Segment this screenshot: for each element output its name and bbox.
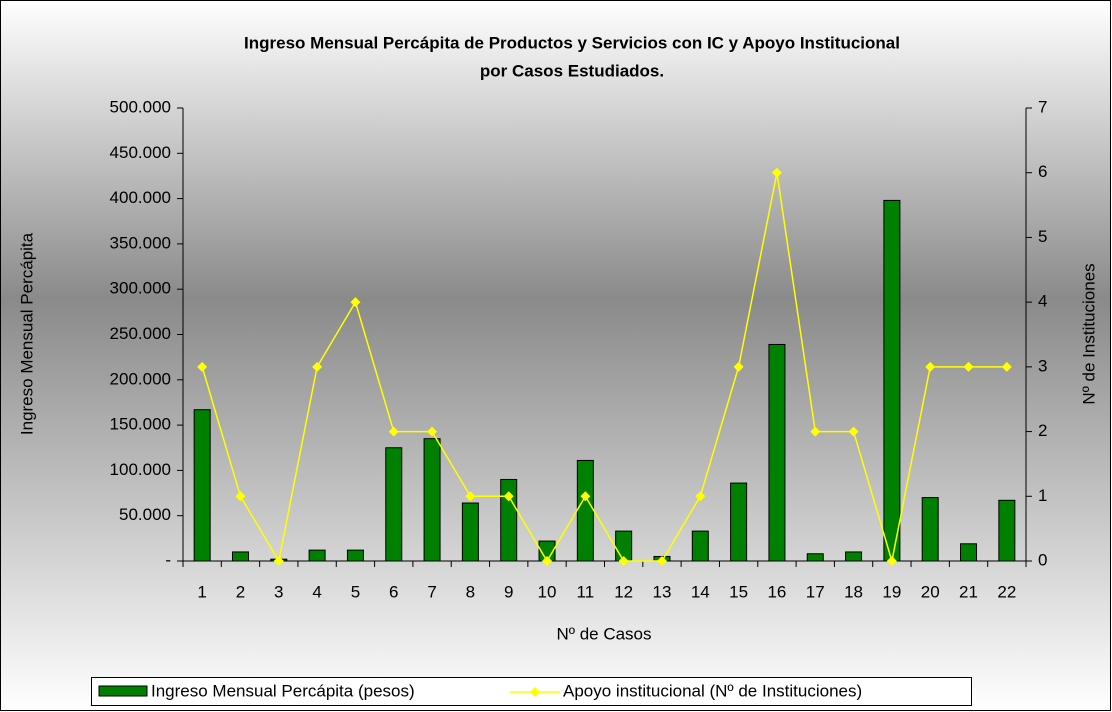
marker [465,491,476,502]
y-tick-label: 150.000 [110,415,171,434]
y-tick-label: 250.000 [110,324,171,343]
x-tick-label: 9 [504,582,513,601]
y2-tick-label: 2 [1038,421,1047,440]
bar [806,553,824,562]
x-tick-label: 10 [538,582,557,601]
y-tick-label: 350.000 [110,233,171,252]
x-tick-label: 1 [197,582,206,601]
x-tick-label: 8 [466,582,475,601]
marker [542,556,553,566]
y-tick-label: 100.000 [110,460,171,479]
x-tick-label: 7 [427,582,436,601]
marker [886,556,897,566]
marker [235,491,246,502]
y-tick-label: 300.000 [110,279,171,298]
bar [308,549,326,562]
legend-label: Ingreso Mensual Percápita (pesos) [151,681,415,700]
x-tick-label: 13 [653,582,672,601]
chart-title: por Casos Estudiados. [480,61,664,80]
bar [845,551,863,562]
marker [810,426,821,437]
marker [848,426,859,437]
x-axis-label: Nº de Casos [556,624,651,643]
y2-axis-label: Nº de Instituciones [1079,263,1098,404]
x-tick-label: 17 [806,582,825,601]
marker [273,556,284,566]
chart-title: Ingreso Mensual Percápita de Productos y… [244,33,900,52]
x-tick-label: 2 [236,582,245,601]
legend-label: Apoyo institucional (Nº de Instituciones… [563,681,862,700]
bar [921,497,939,562]
x-tick-label: 5 [351,582,360,601]
marker [695,491,706,502]
marker [388,426,399,437]
x-tick-label: 18 [844,582,863,601]
x-tick-label: 4 [312,582,321,601]
bar [960,543,978,562]
bar [346,549,364,562]
y-tick-label: 50.000 [119,505,171,524]
y2-tick-label: 3 [1038,356,1047,375]
y-tick-label: 200.000 [110,369,171,388]
bar [193,409,211,562]
x-tick-label: 11 [577,582,595,601]
bar [691,530,709,562]
marker [771,167,782,178]
y2-tick-label: 7 [1038,97,1047,116]
y2-tick-label: 1 [1038,486,1047,505]
marker [350,297,361,308]
marker [733,361,744,372]
marker [925,361,936,372]
legend-swatch [98,685,148,697]
marker [503,491,514,502]
marker [312,361,323,372]
marker [1001,361,1012,372]
x-tick-label: 20 [921,582,940,601]
line [201,172,1007,564]
x-tick-label: 22 [997,582,1016,601]
bar [730,482,748,562]
y2-tick-label: 5 [1038,227,1047,246]
bar [385,447,403,562]
bar [883,199,901,562]
bar [423,438,441,562]
x-tick-label: 14 [691,582,710,601]
x-tick-label: 12 [614,582,633,601]
bar [576,459,594,562]
marker [580,491,591,502]
legend-marker [530,687,540,697]
x-tick-label: 6 [389,582,398,601]
bar [231,551,249,562]
bar [768,343,786,562]
x-tick-label: 21 [959,582,978,601]
x-tick-label: 3 [274,582,283,601]
y2-tick-label: 4 [1038,292,1047,311]
marker [427,426,438,437]
marker [963,361,974,372]
y2-tick-label: 6 [1038,162,1047,181]
bar [500,478,518,562]
x-tick-label: 15 [729,582,748,601]
y-tick-label: 450.000 [110,143,171,162]
bar [461,502,479,562]
y-tick-label: 500.000 [110,97,171,116]
x-tick-label: 19 [882,582,901,601]
y-tick-label: - [165,550,171,569]
y-tick-label: 400.000 [110,188,171,207]
marker [618,556,629,566]
y2-tick-label: 0 [1038,550,1047,569]
marker [656,556,667,566]
bar [998,499,1016,562]
x-tick-label: 16 [767,582,786,601]
y-axis-label: Ingreso Mensual Percápita [17,232,36,435]
marker [197,361,208,372]
